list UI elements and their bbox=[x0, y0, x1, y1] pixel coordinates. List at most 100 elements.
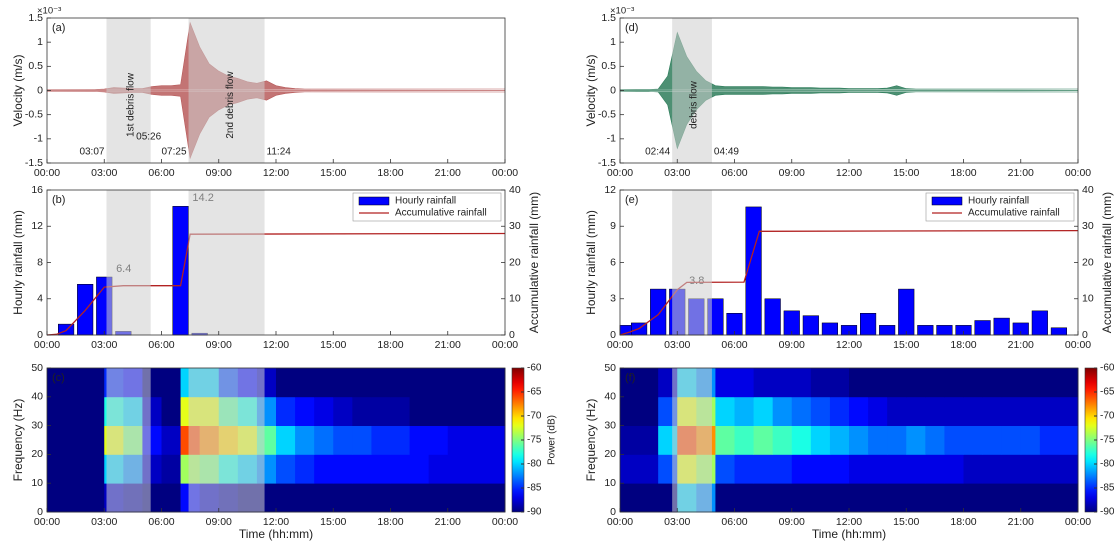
spectrogram-cell bbox=[715, 454, 735, 484]
y-axis-label: Velocity (m/s) bbox=[584, 54, 598, 126]
spectrogram-cell bbox=[715, 483, 735, 513]
event-start-time: 02:44 bbox=[645, 147, 670, 158]
rain-bar bbox=[802, 315, 819, 336]
spectrogram-cell bbox=[485, 425, 506, 455]
spectrogram-cell bbox=[1058, 425, 1079, 455]
spectrogram-cell bbox=[295, 454, 315, 484]
colorbar-tick-label: -65 bbox=[1100, 387, 1115, 398]
y-tick-label: 10 bbox=[604, 477, 616, 489]
legend-label: Accumulative rainfall bbox=[395, 208, 487, 219]
x-tick-label: 00:00 bbox=[34, 516, 60, 528]
legend-label: Hourly rainfall bbox=[395, 196, 456, 207]
spectrogram-cell bbox=[1039, 454, 1060, 484]
colorbar-label: Power (dB) bbox=[547, 415, 558, 465]
spectrogram-cell bbox=[161, 483, 181, 513]
spectrogram-cell bbox=[639, 454, 659, 484]
event-label: debris flow bbox=[689, 80, 700, 129]
colorbar-tick-label: -90 bbox=[1100, 507, 1115, 518]
y-tick-label: 1.5 bbox=[601, 12, 616, 24]
spectrogram-cell bbox=[1058, 483, 1079, 513]
y-tick-label: 20 bbox=[604, 448, 616, 460]
spectrogram-cell bbox=[447, 396, 468, 426]
x-tick-label: 00:00 bbox=[607, 339, 633, 351]
rain-bar bbox=[917, 325, 934, 336]
x-tick-label: 18:00 bbox=[377, 167, 403, 179]
spectrogram-cell bbox=[849, 454, 869, 484]
spectrogram-cell bbox=[428, 483, 449, 513]
spectrogram-cell bbox=[887, 396, 907, 426]
x-tick-label: 00:00 bbox=[492, 516, 518, 528]
spectrogram-cell bbox=[85, 368, 105, 398]
spectrogram-cell bbox=[868, 483, 888, 513]
y-tick-label: 12 bbox=[31, 220, 43, 232]
spectrogram-cell bbox=[276, 368, 296, 398]
x-tick-label: 06:00 bbox=[721, 516, 747, 528]
event-start-time: 07:25 bbox=[162, 147, 187, 158]
spectrogram-cell bbox=[906, 396, 926, 426]
y-tick-label: 3 bbox=[610, 293, 616, 305]
spectrogram-cell bbox=[66, 483, 86, 513]
y2-tick-label: 20 bbox=[1082, 256, 1094, 268]
rain-bar bbox=[993, 317, 1010, 336]
x-tick-label: 00:00 bbox=[492, 339, 518, 351]
spectrogram-cell bbox=[982, 368, 1003, 398]
spectrogram-cell bbox=[428, 454, 449, 484]
x-tick-label: 00:00 bbox=[34, 167, 60, 179]
spectrogram-cell bbox=[371, 396, 391, 426]
spectrogram-cell bbox=[314, 368, 334, 398]
spectrogram-cell bbox=[295, 396, 315, 426]
spectrogram-cell bbox=[791, 396, 812, 426]
spectrogram-cell bbox=[772, 396, 793, 426]
spectrogram-cell bbox=[829, 483, 850, 513]
spectrogram-cell bbox=[944, 425, 964, 455]
y2-axis-label: Accumulative rainfall (mm) bbox=[527, 192, 541, 333]
spectrogram-cell bbox=[447, 483, 468, 513]
spectrogram-cell bbox=[466, 368, 487, 398]
spectrogram-cell bbox=[447, 368, 468, 398]
y-tick-label: 0 bbox=[610, 84, 616, 96]
legend-swatch bbox=[358, 196, 390, 206]
panel-label: (e) bbox=[625, 194, 638, 206]
spectrogram-cell bbox=[447, 454, 468, 484]
spectrogram-cell bbox=[1058, 454, 1079, 484]
y-tick-label: 4 bbox=[37, 293, 43, 305]
spectrogram-cell bbox=[734, 425, 754, 455]
spectrogram-cell bbox=[963, 425, 983, 455]
spectrogram-cell bbox=[982, 454, 1003, 484]
y-tick-label: 6 bbox=[610, 256, 616, 268]
x-tick-label: 18:00 bbox=[950, 167, 976, 179]
y-tick-label: 12 bbox=[604, 184, 616, 196]
x-tick-label: 03:00 bbox=[91, 339, 117, 351]
x-tick-label: 21:00 bbox=[435, 516, 461, 528]
y2-tick-label: 0 bbox=[509, 329, 515, 341]
y2-tick-label: 20 bbox=[509, 256, 521, 268]
spectrogram-cell bbox=[333, 454, 353, 484]
spectrogram-cell bbox=[868, 454, 888, 484]
x-tick-label: 12:00 bbox=[263, 167, 289, 179]
rain-bar bbox=[764, 298, 781, 336]
spectrogram-cell bbox=[734, 368, 754, 398]
spectrogram-cell bbox=[1001, 396, 1022, 426]
spectrogram-cell bbox=[276, 396, 296, 426]
spectrogram-cell bbox=[620, 368, 640, 398]
spectrogram-cell bbox=[753, 396, 774, 426]
x-tick-label: 03:00 bbox=[664, 516, 690, 528]
x-tick-label: 21:00 bbox=[1008, 167, 1034, 179]
spectrogram-cell bbox=[276, 425, 296, 455]
legend-label: Hourly rainfall bbox=[968, 196, 1029, 207]
y-tick-label: 0 bbox=[37, 329, 43, 341]
y-tick-label: 1.5 bbox=[28, 12, 43, 24]
spectrogram-cell bbox=[810, 368, 831, 398]
spectrogram-cell bbox=[66, 396, 86, 426]
panel-label: (a) bbox=[52, 22, 65, 34]
y-tick-label: 30 bbox=[31, 419, 43, 431]
colorbar-tick-label: -90 bbox=[527, 507, 542, 518]
y-tick-label: 40 bbox=[604, 391, 616, 403]
spectrogram-cell bbox=[849, 425, 869, 455]
spectrogram-cell bbox=[1020, 425, 1041, 455]
rain-bar bbox=[650, 288, 667, 336]
y-tick-label: 40 bbox=[31, 391, 43, 403]
spectrogram-cell bbox=[466, 396, 487, 426]
spectrogram-cell bbox=[352, 368, 372, 398]
